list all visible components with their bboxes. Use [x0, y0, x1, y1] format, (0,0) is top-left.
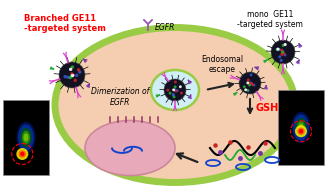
Circle shape — [169, 92, 171, 95]
Circle shape — [71, 65, 74, 69]
Circle shape — [253, 84, 256, 87]
Circle shape — [275, 48, 279, 51]
Circle shape — [247, 78, 250, 81]
Circle shape — [271, 40, 295, 64]
Ellipse shape — [291, 112, 310, 143]
Circle shape — [69, 68, 72, 71]
Circle shape — [75, 74, 79, 77]
Circle shape — [70, 74, 74, 77]
Circle shape — [246, 89, 249, 92]
Circle shape — [68, 76, 72, 79]
Ellipse shape — [299, 129, 303, 133]
Ellipse shape — [16, 148, 28, 160]
Circle shape — [174, 85, 177, 88]
Circle shape — [64, 75, 67, 78]
Circle shape — [247, 89, 250, 92]
Circle shape — [248, 82, 251, 85]
Text: EGFR: EGFR — [155, 22, 175, 32]
Circle shape — [173, 96, 175, 98]
Circle shape — [172, 93, 175, 96]
Circle shape — [276, 48, 280, 51]
Ellipse shape — [151, 70, 199, 110]
Circle shape — [174, 81, 177, 83]
Circle shape — [59, 62, 85, 88]
Ellipse shape — [22, 131, 30, 144]
Circle shape — [71, 74, 74, 77]
Circle shape — [250, 74, 252, 76]
Ellipse shape — [297, 128, 305, 135]
Circle shape — [78, 70, 82, 74]
Circle shape — [172, 94, 175, 97]
Circle shape — [172, 88, 175, 91]
Circle shape — [71, 74, 75, 77]
Ellipse shape — [293, 114, 309, 141]
Circle shape — [176, 89, 179, 92]
Circle shape — [174, 90, 177, 93]
Circle shape — [278, 48, 281, 51]
Circle shape — [70, 72, 74, 76]
Circle shape — [248, 84, 251, 87]
Circle shape — [283, 53, 287, 57]
Circle shape — [282, 44, 285, 47]
Ellipse shape — [299, 123, 304, 132]
Circle shape — [249, 81, 252, 84]
Text: mono  GE11
-targeted system: mono GE11 -targeted system — [237, 10, 303, 29]
Text: Endosomal
escape: Endosomal escape — [201, 55, 243, 74]
Bar — [3, 100, 49, 175]
Circle shape — [167, 89, 169, 92]
Ellipse shape — [55, 28, 295, 183]
Ellipse shape — [295, 118, 307, 137]
Circle shape — [251, 83, 254, 86]
Circle shape — [77, 68, 80, 71]
Circle shape — [73, 79, 77, 82]
Text: Dimerization of
EGFR: Dimerization of EGFR — [91, 87, 149, 107]
Circle shape — [284, 43, 287, 46]
Circle shape — [164, 79, 186, 101]
Circle shape — [281, 51, 284, 54]
Circle shape — [249, 83, 252, 85]
Ellipse shape — [23, 133, 28, 142]
Ellipse shape — [20, 152, 24, 156]
Ellipse shape — [17, 122, 36, 153]
Circle shape — [280, 49, 283, 52]
Circle shape — [281, 51, 284, 54]
Circle shape — [243, 85, 246, 88]
Circle shape — [282, 52, 286, 55]
Circle shape — [70, 75, 73, 78]
Ellipse shape — [18, 124, 34, 151]
Circle shape — [180, 92, 183, 94]
Text: GSH: GSH — [256, 103, 279, 113]
Circle shape — [66, 76, 69, 79]
Ellipse shape — [20, 128, 32, 147]
Ellipse shape — [295, 125, 307, 137]
Circle shape — [239, 72, 261, 94]
Circle shape — [244, 88, 247, 91]
Ellipse shape — [85, 121, 175, 176]
Circle shape — [280, 59, 283, 62]
Circle shape — [280, 53, 283, 56]
Circle shape — [173, 88, 176, 91]
Circle shape — [174, 89, 177, 92]
Ellipse shape — [19, 150, 26, 158]
Circle shape — [179, 85, 182, 88]
Circle shape — [281, 50, 284, 53]
Circle shape — [250, 82, 253, 85]
Bar — [278, 90, 324, 165]
Circle shape — [246, 81, 249, 84]
Text: Branched GE11
-targeted system: Branched GE11 -targeted system — [24, 14, 106, 33]
Circle shape — [278, 55, 281, 58]
Ellipse shape — [297, 121, 305, 134]
